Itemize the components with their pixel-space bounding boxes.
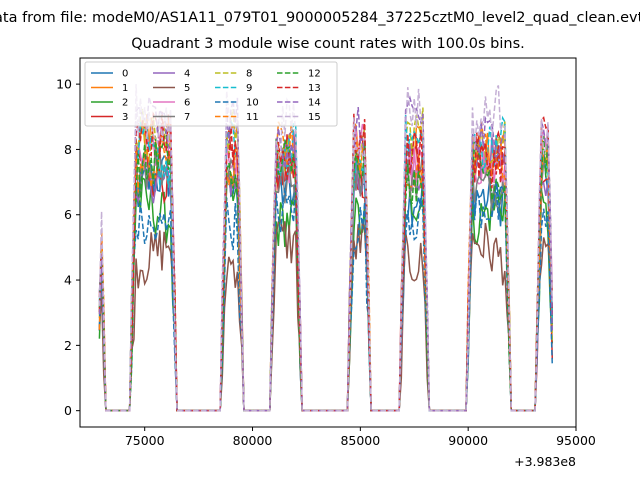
y-tick-label: 2 [64, 338, 72, 353]
y-tick-label: 4 [64, 273, 72, 288]
x-tick-label: 80000 [233, 433, 273, 448]
legend-label-10: 10 [246, 98, 259, 109]
x-axis-offset-label: +3.983e8 [514, 454, 576, 469]
plot-frame [79, 57, 577, 428]
series-line-5 [98, 219, 554, 412]
legend-label-14: 14 [308, 98, 321, 109]
legend-label-3: 3 [122, 112, 128, 123]
legend-label-7: 7 [184, 112, 190, 123]
x-tick-label: 85000 [340, 433, 380, 448]
legend-label-5: 5 [184, 83, 190, 94]
legend-box [84, 61, 338, 127]
legend-label-11: 11 [246, 112, 259, 123]
legend-label-4: 4 [184, 69, 190, 80]
y-axis: 0 2 4 6 8 10 [56, 77, 80, 418]
y-tick-label: 0 [64, 403, 72, 418]
suptitle-text: ata from file: modeM0/AS1A11_079T01_9000… [0, 10, 640, 26]
y-tick-label: 10 [56, 77, 72, 92]
figure-suptitle: ata from file: modeM0/AS1A11_079T01_9000… [0, 10, 640, 32]
legend-label-12: 12 [308, 69, 321, 80]
legend-label-2: 2 [122, 98, 128, 109]
series-layer [98, 84, 554, 412]
y-tick-label: 6 [64, 207, 72, 222]
x-tick-label: 75000 [125, 433, 165, 448]
series-line-10 [98, 183, 554, 412]
legend-label-13: 13 [308, 83, 321, 94]
x-tick-label: 95000 [556, 433, 596, 448]
series-line-15 [98, 84, 554, 412]
x-axis: 75000 80000 85000 90000 95000 [125, 427, 596, 448]
legend-label-0: 0 [122, 69, 128, 80]
series-line-2 [98, 172, 554, 412]
chart-title: Quadrant 3 module wise count rates with … [131, 36, 525, 52]
x-tick-label: 90000 [448, 433, 488, 448]
legend-label-6: 6 [184, 98, 190, 109]
y-tick-label: 8 [64, 142, 72, 157]
legend-label-8: 8 [246, 69, 252, 80]
legend-label-15: 15 [308, 112, 321, 123]
legend-label-9: 9 [246, 83, 252, 94]
legend-label-1: 1 [122, 83, 128, 94]
